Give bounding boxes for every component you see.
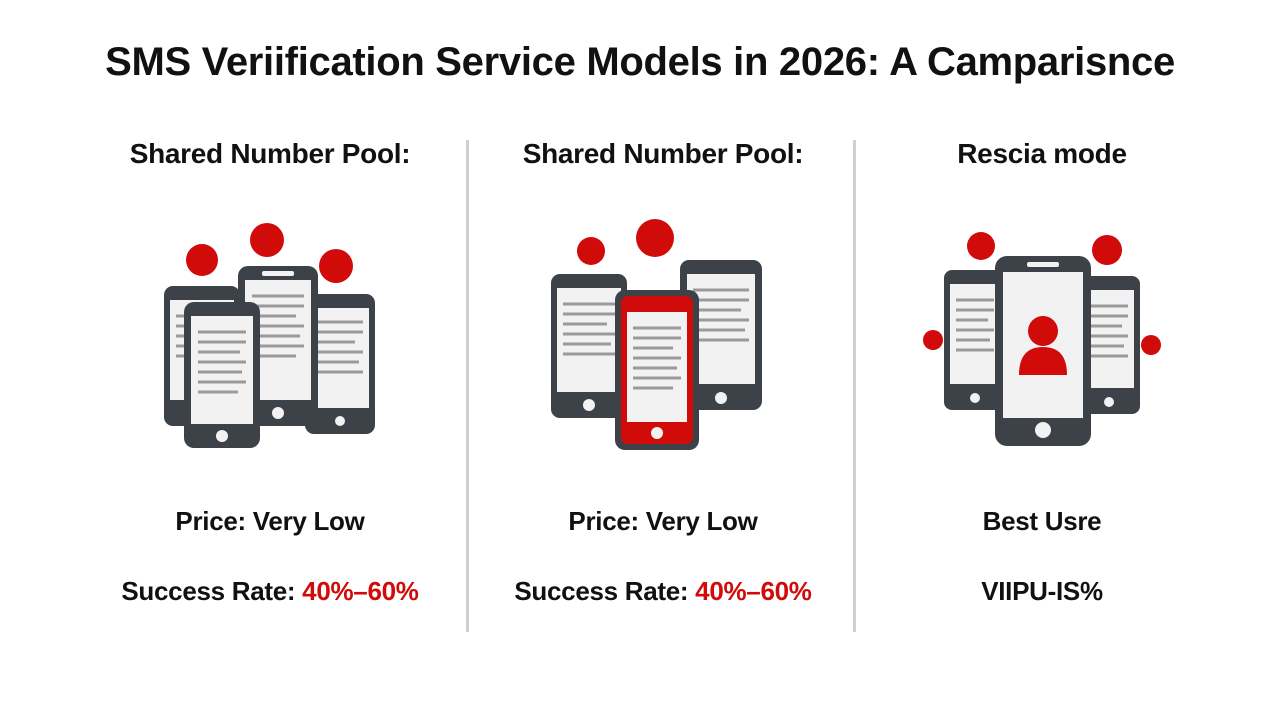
highlighted-phone-pool-icon [551, 219, 762, 450]
notification-dot [577, 237, 605, 265]
column-heading: Rescia mode [957, 138, 1127, 169]
notification-dot [319, 249, 353, 283]
notification-dot [1092, 235, 1122, 265]
success-rate-label: Success Rate: [514, 576, 696, 606]
column-shared-pool-1: Shared Number Pool: [75, 130, 465, 630]
success-rate-value: 40%–60% [302, 576, 419, 606]
success-rate-label: Success Rate: [121, 576, 303, 606]
dedicated-user-phone-icon [923, 232, 1161, 446]
column-rescia-mode: Rescia mode Best Usre VIIPU-IS% [847, 130, 1237, 630]
column-divider [466, 140, 469, 632]
user-icon [1028, 316, 1058, 346]
success-rate-line: Success Rate: 40%–60% [468, 576, 858, 607]
notification-dot [250, 223, 284, 257]
best-use-label: Best Usre [982, 506, 1102, 536]
shared-phone-pool-icon [164, 223, 375, 448]
column-divider [853, 140, 856, 632]
column-heading: Shared Number Pool: [129, 138, 411, 169]
code-label: VIIPU-IS% [981, 576, 1103, 606]
success-rate-line: Success Rate: 40%–60% [75, 576, 465, 607]
price-label: Price: Very Low [175, 506, 365, 536]
column-shared-pool-2: Shared Number Pool: [468, 130, 858, 630]
page-title: SMS Veriification Service Models in 2026… [105, 40, 1175, 84]
notification-dot [1141, 335, 1161, 355]
notification-dot [636, 219, 674, 257]
column-heading: Shared Number Pool: [522, 138, 804, 169]
notification-dot [186, 244, 218, 276]
price-label: Price: Very Low [568, 506, 758, 536]
notification-dot [923, 330, 943, 350]
notification-dot [967, 232, 995, 260]
success-rate-value: 40%–60% [695, 576, 812, 606]
